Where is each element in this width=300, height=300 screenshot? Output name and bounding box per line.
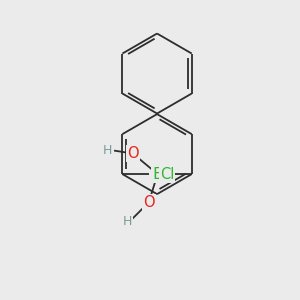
Text: B: B <box>152 167 163 182</box>
Text: O: O <box>127 146 139 161</box>
Text: H: H <box>102 144 112 157</box>
Text: Cl: Cl <box>160 167 174 182</box>
Text: H: H <box>123 215 132 228</box>
Text: O: O <box>143 195 154 210</box>
